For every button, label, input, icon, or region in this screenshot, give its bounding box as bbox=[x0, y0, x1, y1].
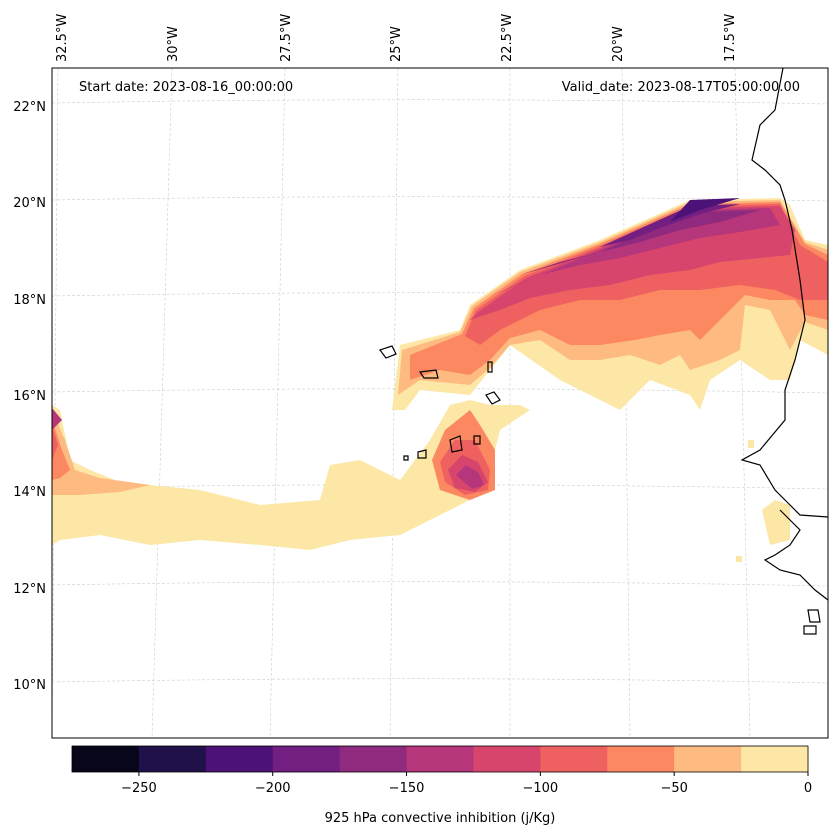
cape-verde-island bbox=[449, 435, 463, 453]
colorbar-tick-label: −50 bbox=[660, 781, 687, 796]
map-frame bbox=[51, 67, 829, 739]
colorbar-swatch bbox=[473, 746, 541, 772]
lon-label: 17.5°W bbox=[723, 14, 738, 62]
colorbar-label: 925 hPa convective inhibition (j/Kg) bbox=[325, 811, 556, 826]
contour-level--150 bbox=[490, 208, 780, 296]
contour-level--150-south bbox=[52, 408, 62, 430]
colorbar-swatch bbox=[272, 746, 341, 772]
cape-verde-island bbox=[379, 345, 397, 359]
colorbar-tick-label: −250 bbox=[121, 781, 157, 796]
lon-labels: 32.5°W 30°W 27.5°W 25°W 22.5°W 20°W 17.5… bbox=[55, 14, 738, 62]
coast-islet bbox=[807, 609, 821, 623]
lon-label: 30°W bbox=[166, 26, 181, 62]
colorbar-swatch bbox=[339, 746, 408, 772]
lat-label: 10°N bbox=[13, 678, 46, 693]
colorbar-swatch bbox=[406, 746, 474, 772]
map-area bbox=[52, 68, 828, 738]
colorbar-swatch bbox=[540, 746, 608, 772]
cape-verde-island bbox=[403, 455, 409, 461]
colorbar-swatch bbox=[607, 746, 675, 772]
lon-label: 25°W bbox=[389, 26, 404, 62]
contour-level--225 bbox=[670, 198, 740, 222]
contour-level--150-cv bbox=[456, 465, 484, 489]
lat-label: 16°N bbox=[13, 389, 46, 404]
colorbar bbox=[72, 746, 809, 772]
lon-label: 32.5°W bbox=[55, 14, 70, 62]
contour-level--200 bbox=[600, 204, 740, 247]
coast-islet bbox=[803, 625, 817, 635]
lat-label: 20°N bbox=[13, 196, 46, 211]
cape-verde-island bbox=[473, 435, 481, 445]
africa-coastline bbox=[740, 67, 829, 601]
colorbar-swatch bbox=[138, 746, 207, 772]
lat-label: 12°N bbox=[13, 582, 46, 597]
colorbar-tick-label: −200 bbox=[255, 781, 291, 796]
contour-level--25-coast bbox=[762, 500, 790, 545]
contour-level--75-south bbox=[52, 420, 70, 480]
lat-label: 22°N bbox=[13, 100, 46, 115]
valid-date-label: Valid_date: 2023-08-17T05:00:00.00 bbox=[562, 80, 800, 95]
colorbar-tick-label: −100 bbox=[523, 781, 559, 796]
colorbar-swatch bbox=[741, 746, 809, 772]
cape-verde-island bbox=[418, 369, 439, 379]
start-date-label: Start date: 2023-08-16_00:00:00 bbox=[79, 80, 293, 95]
coastlines bbox=[379, 67, 829, 635]
contour-level--175 bbox=[520, 210, 760, 275]
colorbar-tick-label: −150 bbox=[389, 781, 425, 796]
gridlines bbox=[51, 67, 829, 739]
lat-label: 14°N bbox=[13, 485, 46, 500]
lat-labels: 22°N 20°N 18°N 16°N 14°N 12°N 10°N bbox=[13, 100, 46, 693]
lon-label: 27.5°W bbox=[279, 14, 294, 62]
lon-label: 20°W bbox=[611, 26, 626, 62]
colorbar-frame bbox=[71, 745, 809, 773]
colorbar-swatch bbox=[72, 746, 140, 772]
contour-level--25-south bbox=[52, 400, 530, 550]
lat-label: 18°N bbox=[13, 293, 46, 308]
cape-verde-island bbox=[485, 391, 501, 405]
colorbar-ticks: −250 −200 −150 −100 −50 0 bbox=[121, 772, 812, 796]
cin-contours bbox=[52, 198, 828, 562]
colorbar-swatch bbox=[205, 746, 274, 772]
cape-verde-island bbox=[417, 449, 427, 459]
contour-level--50-south bbox=[52, 410, 150, 495]
colorbar-tick-label: 0 bbox=[804, 781, 812, 796]
lon-label: 22.5°W bbox=[500, 14, 515, 62]
colorbar-swatch bbox=[674, 746, 742, 772]
contour-level--100-south bbox=[52, 425, 58, 460]
cape-verde-island bbox=[487, 361, 493, 373]
